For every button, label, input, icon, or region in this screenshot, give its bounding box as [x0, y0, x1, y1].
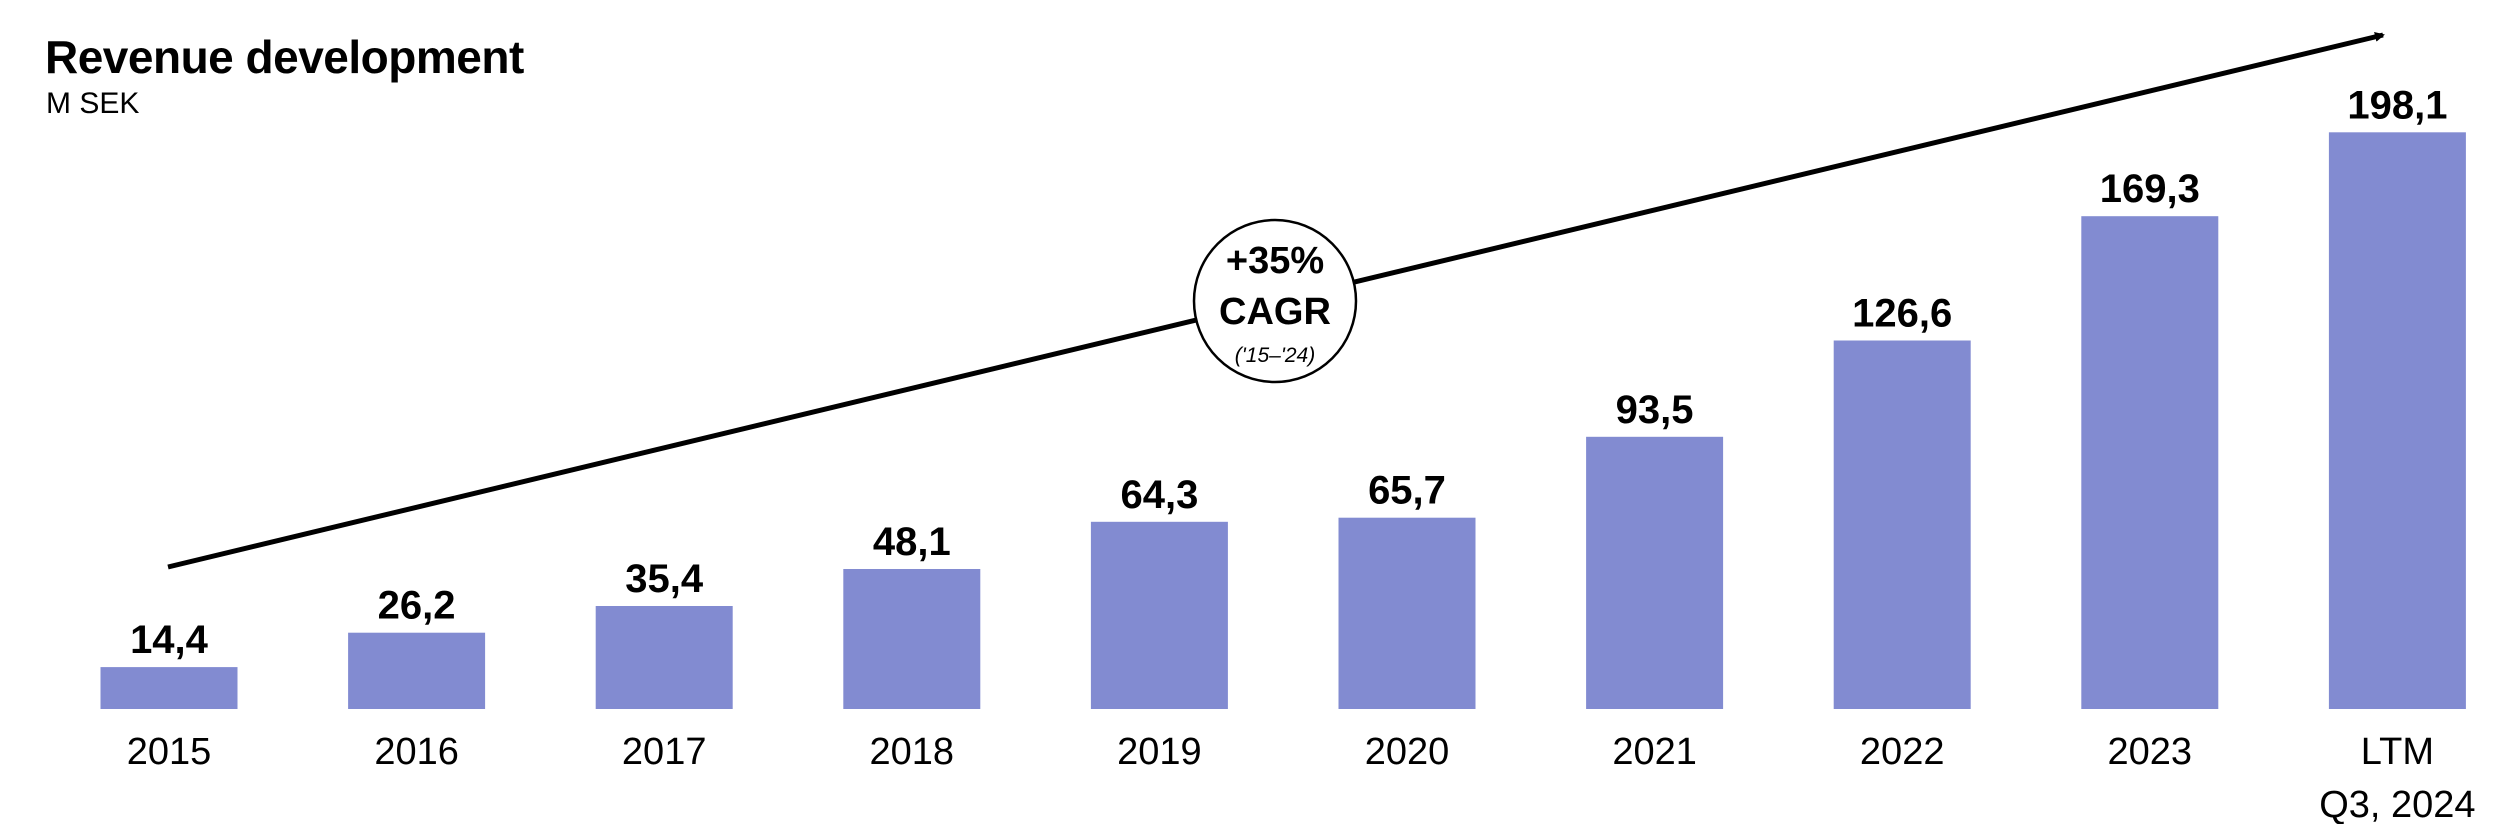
- cagr-label: CAGR: [1219, 291, 1331, 333]
- category-label: 2018: [870, 731, 955, 773]
- cagr-period: ('15–'24): [1235, 344, 1315, 367]
- bar-2023: [2081, 216, 2219, 709]
- bar-ltm-q3-2024: [2328, 132, 2466, 710]
- value-label: 48,1: [873, 520, 951, 564]
- category-label: 2021: [1612, 731, 1697, 773]
- category-label: 2015: [127, 731, 212, 773]
- value-label: 169,3: [2100, 167, 2200, 211]
- value-labels-group: 14,4 26,2 35,4 48,1 64,3 65,7 93,5 126,6 169,3 19…: [130, 83, 2447, 662]
- bars-group: [100, 132, 2466, 710]
- chart-subtitle: M SEK: [46, 87, 140, 120]
- category-labels-group: 2015 2016 2017 2018 2019 2020 2021 2022 2023 LTM Q…: [127, 731, 2476, 824]
- category-label: 2017: [622, 731, 707, 773]
- value-label: 14,4: [130, 618, 209, 662]
- category-label: 2023: [2108, 731, 2193, 773]
- bar-2022: [1833, 340, 1971, 709]
- bar-2016: [348, 632, 486, 709]
- cagr-badge-circle: [1192, 218, 1358, 384]
- category-label: 2022: [1860, 731, 1945, 773]
- bar-2017: [595, 606, 733, 709]
- category-label: 2019: [1117, 731, 1202, 773]
- value-label: 198,1: [2347, 83, 2447, 127]
- value-label: 93,5: [1616, 388, 1694, 432]
- value-label: 35,4: [625, 557, 704, 601]
- bar-2019: [1090, 521, 1228, 709]
- chart-title: Revenue development: [45, 31, 524, 83]
- value-label: 26,2: [378, 584, 456, 628]
- category-label: Q3, 2024: [2319, 784, 2475, 824]
- cagr-badge: +35% CAGR ('15–'24): [1192, 218, 1358, 384]
- bar-2021: [1586, 436, 1724, 709]
- cagr-percentage: +35%: [1226, 240, 1324, 282]
- bar-2020: [1338, 517, 1476, 709]
- value-label: 65,7: [1368, 469, 1446, 513]
- category-label: LTM: [2361, 731, 2434, 773]
- value-label: 126,6: [1852, 292, 1952, 336]
- bar-2018: [843, 569, 981, 709]
- category-label: 2020: [1365, 731, 1450, 773]
- bar-2015: [100, 667, 238, 709]
- value-label: 64,3: [1120, 473, 1198, 517]
- category-label: 2016: [374, 731, 459, 773]
